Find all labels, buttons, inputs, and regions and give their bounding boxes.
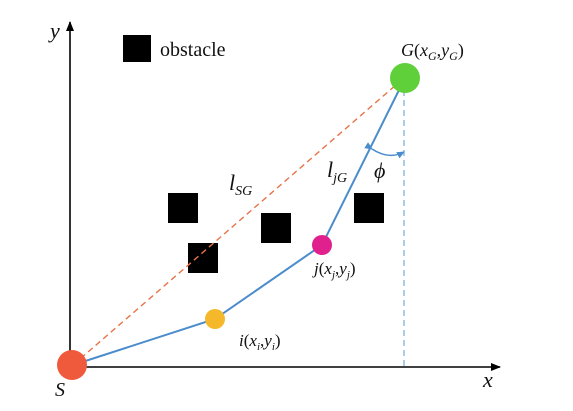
segment-ljg-label: ljG [327,157,347,186]
waypoint-i [205,309,225,329]
obstacle [188,243,218,273]
waypoint-i-label: i(xi,yi) [239,331,281,353]
waypoint-j-label: j(xj,yj) [312,259,356,281]
goal-label: G(xG,yG) [401,40,464,63]
obstacle [354,193,384,223]
goal-point [390,63,420,93]
obstacle [261,213,291,243]
legend-obstacle-swatch [123,35,151,62]
dashed-line-sg [72,77,405,366]
angle-arc [364,142,405,159]
y-axis-label: y [48,18,60,43]
obstacle [168,193,198,223]
planned-path [72,77,406,366]
angle-phi-label: ϕ [374,158,385,183]
x-axis-label: x [482,367,493,392]
segment-lsg-label: lSG [229,170,252,199]
legend-obstacle-label: obstacle [160,39,226,61]
start-point [57,350,87,380]
start-label: S [55,379,65,401]
waypoint-j [312,235,332,255]
